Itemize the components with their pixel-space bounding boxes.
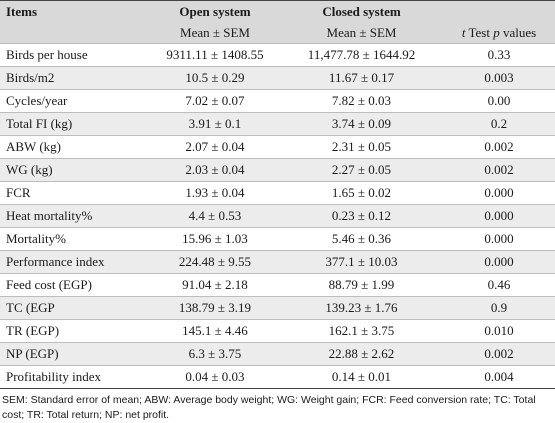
row-closed-cell: 7.82 ± 0.03 — [280, 89, 443, 113]
row-item-cell: Birds/m2 — [0, 66, 150, 90]
row-pvalue-cell: 0.004 — [443, 365, 555, 389]
row-open-cell: 4.4 ± 0.53 — [150, 204, 280, 228]
row-open-cell: 9311.11 ± 1408.55 — [150, 43, 280, 67]
row-closed-cell: 88.79 ± 1.99 — [280, 273, 443, 297]
row-item-cell: Heat mortality% — [0, 204, 150, 228]
row-open-cell: 3.91 ± 0.1 — [150, 112, 280, 136]
closed-subheader: Mean ± SEM — [280, 22, 443, 44]
table-row: Heat mortality% 4.4 ± 0.53 0.23 ± 0.12 0.00… — [0, 204, 555, 228]
row-item-cell: Total FI (kg) — [0, 112, 150, 136]
row-open-cell: 7.02 ± 0.07 — [150, 89, 280, 113]
row-item-cell: NP (EGP) — [0, 342, 150, 366]
row-closed-cell: 11,477.78 ± 1644.92 — [280, 43, 443, 67]
table-row: NP (EGP) 6.3 ± 3.75 22.88 ± 2.62 0.002 — [0, 342, 555, 366]
row-pvalue-cell: 0.002 — [443, 135, 555, 159]
row-closed-cell: 0.23 ± 0.12 — [280, 204, 443, 228]
row-item-cell: TR (EGP) — [0, 319, 150, 343]
row-open-cell: 138.79 ± 3.19 — [150, 296, 280, 320]
row-closed-cell: 3.74 ± 0.09 — [280, 112, 443, 136]
table-row: Cycles/year 7.02 ± 0.07 7.82 ± 0.03 0.00 — [0, 89, 555, 113]
row-item-cell: FCR — [0, 181, 150, 205]
row-open-cell: 91.04 ± 2.18 — [150, 273, 280, 297]
row-open-cell: 15.96 ± 1.03 — [150, 227, 280, 251]
table-footnote: SEM: Standard error of mean; ABW: Averag… — [2, 394, 536, 421]
row-open-cell: 1.93 ± 0.04 — [150, 181, 280, 205]
table-row: Performance index 224.48 ± 9.55 377.1 ± 10… — [0, 250, 555, 274]
row-open-cell: 2.03 ± 0.04 — [150, 158, 280, 182]
row-closed-cell: 0.14 ± 0.01 — [280, 365, 443, 389]
row-open-cell: 10.5 ± 0.29 — [150, 66, 280, 90]
row-closed-cell: 2.31 ± 0.05 — [280, 135, 443, 159]
row-item-cell: Cycles/year — [0, 89, 150, 113]
subheader-blank — [0, 22, 150, 44]
row-pvalue-cell: 0.2 — [443, 112, 555, 136]
row-closed-cell: 11.67 ± 0.17 — [280, 66, 443, 90]
table-row: Feed cost (EGP) 91.04 ± 2.18 88.79 ± 1.99 0… — [0, 273, 555, 297]
row-closed-cell: 1.65 ± 0.02 — [280, 181, 443, 205]
row-item-cell: TC (EGP — [0, 296, 150, 320]
row-item-cell: Feed cost (EGP) — [0, 273, 150, 297]
row-pvalue-cell: 0.000 — [443, 181, 555, 205]
open-subheader: Mean ± SEM — [150, 22, 280, 44]
pvalue-header-blank — [443, 0, 555, 22]
row-item-cell: Birds per house — [0, 43, 150, 67]
row-item-cell: WG (kg) — [0, 158, 150, 182]
row-pvalue-cell: 0.9 — [443, 296, 555, 320]
row-pvalue-cell: 0.00 — [443, 89, 555, 113]
table-row: Mortality% 15.96 ± 1.03 5.46 ± 0.36 0.000 — [0, 227, 555, 251]
row-closed-cell: 5.46 ± 0.36 — [280, 227, 443, 251]
row-item-cell: Mortality% — [0, 227, 150, 251]
row-pvalue-cell: 0.000 — [443, 204, 555, 228]
table-row: FCR 1.93 ± 0.04 1.65 ± 0.02 0.000 — [0, 181, 555, 205]
row-open-cell: 6.3 ± 3.75 — [150, 342, 280, 366]
table-row: Birds per house 9311.11 ± 1408.55 11,477.7… — [0, 43, 555, 67]
row-pvalue-cell: 0.000 — [443, 250, 555, 274]
p-symbol: p — [493, 25, 500, 40]
table-row: Total FI (kg) 3.91 ± 0.1 3.74 ± 0.09 0.2 — [0, 112, 555, 136]
table-row: Birds/m2 10.5 ± 0.29 11.67 ± 0.17 0.003 — [0, 66, 555, 90]
row-closed-cell: 139.23 ± 1.76 — [280, 296, 443, 320]
header-row: Items Open system Closed system — [0, 0, 555, 22]
row-pvalue-cell: 0.46 — [443, 273, 555, 297]
row-pvalue-cell: 0.003 — [443, 66, 555, 90]
table-body: Birds per house 9311.11 ± 1408.55 11,477.7… — [0, 43, 555, 389]
test-word: Test — [465, 25, 494, 40]
row-open-cell: 2.07 ± 0.04 — [150, 135, 280, 159]
row-pvalue-cell: 0.33 — [443, 43, 555, 67]
row-closed-cell: 2.27 ± 0.05 — [280, 158, 443, 182]
pvalue-subheader: t Test p values — [443, 22, 555, 44]
items-header: Items — [0, 0, 150, 22]
table-row: WG (kg) 2.03 ± 0.04 2.27 ± 0.05 0.002 — [0, 158, 555, 182]
open-system-header: Open system — [150, 0, 280, 22]
row-pvalue-cell: 0.000 — [443, 227, 555, 251]
table-row: TC (EGP 138.79 ± 3.19 139.23 ± 1.76 0.9 — [0, 296, 555, 320]
subheader-row: Mean ± SEM Mean ± SEM t Test p values — [0, 22, 555, 44]
row-pvalue-cell: 0.002 — [443, 342, 555, 366]
row-closed-cell: 22.88 ± 2.62 — [280, 342, 443, 366]
row-open-cell: 224.48 ± 9.55 — [150, 250, 280, 274]
row-closed-cell: 162.1 ± 3.75 — [280, 319, 443, 343]
row-open-cell: 145.1 ± 4.46 — [150, 319, 280, 343]
table-row: TR (EGP) 145.1 ± 4.46 162.1 ± 3.75 0.010 — [0, 319, 555, 343]
t-symbol: t — [461, 25, 466, 40]
row-item-cell: Profitability index — [0, 365, 150, 389]
closed-system-header: Closed system — [280, 0, 443, 22]
table-row: ABW (kg) 2.07 ± 0.04 2.31 ± 0.05 0.002 — [0, 135, 555, 159]
values-word: values — [499, 25, 537, 40]
results-table: Items Open system Closed system Mean ± S… — [0, 0, 555, 389]
row-pvalue-cell: 0.002 — [443, 158, 555, 182]
row-item-cell: ABW (kg) — [0, 135, 150, 159]
row-pvalue-cell: 0.010 — [443, 319, 555, 343]
row-closed-cell: 377.1 ± 10.03 — [280, 250, 443, 274]
row-item-cell: Performance index — [0, 250, 150, 274]
row-open-cell: 0.04 ± 0.03 — [150, 365, 280, 389]
table-row: Profitability index 0.04 ± 0.03 0.14 ± 0.0… — [0, 365, 555, 389]
